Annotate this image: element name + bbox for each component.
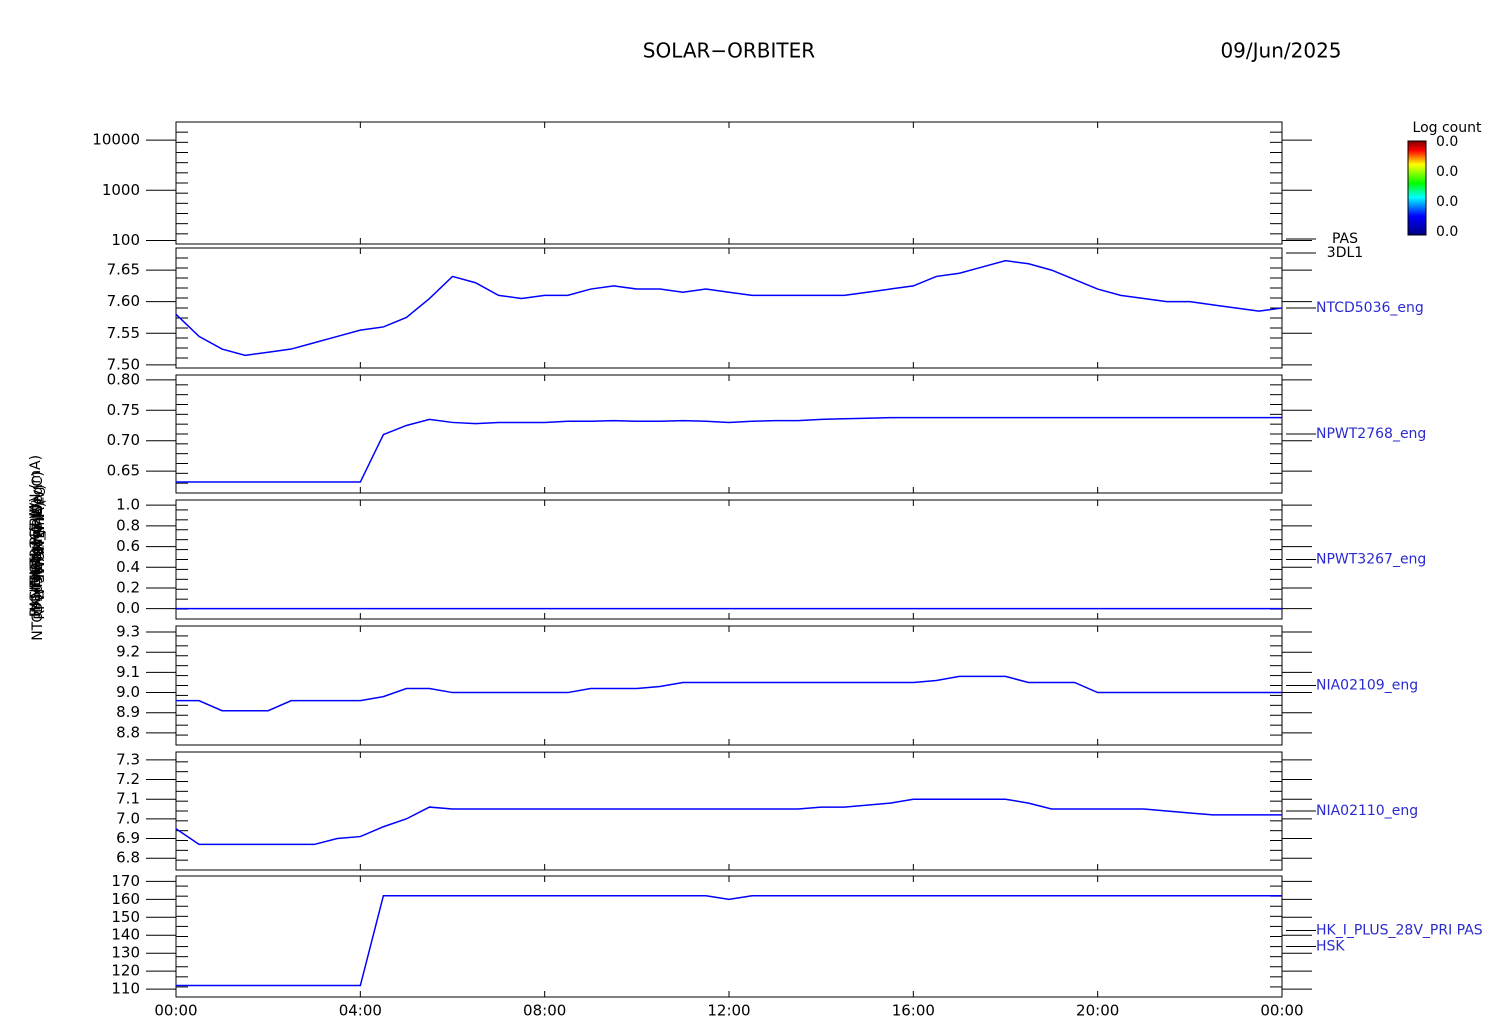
y-tick-label: 0.65	[107, 462, 140, 480]
y-tick-label: 0.80	[107, 370, 140, 388]
y-tick-label: 7.50	[107, 355, 140, 373]
panel-frame	[175, 625, 1283, 746]
y-tick-label: 150	[111, 908, 140, 926]
x-tick-label: 00:00	[1260, 1002, 1303, 1020]
chart-title: SOLAR−ORBITER	[643, 39, 815, 63]
panel-label: NPWT3267_eng	[1316, 552, 1426, 568]
y-tick-label: 9.3	[116, 623, 140, 641]
x-tick-label: 20:00	[1076, 1002, 1119, 1020]
y-axis-label: IMON (mA)	[32, 502, 48, 578]
y-tick-label: 0.4	[116, 558, 140, 576]
y-tick-label: 1.0	[116, 496, 140, 514]
series-line	[175, 798, 1282, 846]
panel-frame	[175, 875, 1283, 998]
y-tick-label: 0.8	[116, 516, 140, 534]
y-axis-label: NTCD5036 Temp (DegC)	[30, 471, 46, 641]
y-tick-label: 130	[111, 944, 140, 962]
y-axis-label: RPW SWA TEMP (V)	[32, 484, 48, 619]
panel-frame	[175, 121, 1283, 245]
panel-frame	[175, 499, 1283, 620]
y-tick-label: 0.0	[116, 599, 140, 617]
y-tick-label: 7.60	[107, 292, 140, 310]
y-tick-label: 0.6	[116, 537, 140, 555]
series-line	[176, 416, 1282, 483]
y-tick-label: 110	[111, 980, 140, 998]
y-tick-label: 7.3	[116, 750, 140, 768]
y-tick-label: 1000	[102, 181, 140, 199]
series-line	[176, 895, 1282, 987]
y-tick-label: 6.8	[116, 849, 140, 867]
y-tick-label: 170	[111, 872, 140, 890]
panel-label: NTCD5036_eng	[1316, 300, 1424, 316]
panel-frame	[175, 247, 1283, 369]
y-tick-label: 9.1	[116, 663, 140, 681]
y-tick-label: 160	[111, 890, 140, 908]
y-tick-label: 7.65	[107, 261, 140, 279]
panel-label: PAS	[1332, 231, 1358, 247]
y-tick-label: 100	[111, 231, 140, 249]
y-tick-label: 7.1	[116, 790, 140, 808]
y-tick-label: 8.8	[116, 723, 140, 741]
x-tick-label: 16:00	[892, 1002, 935, 1020]
series-line	[175, 259, 1283, 357]
y-tick-label: 0.75	[107, 401, 140, 419]
series-line	[176, 675, 1282, 712]
y-tick-label: 10000	[92, 131, 140, 149]
y-tick-label: 8.9	[116, 703, 140, 721]
panel-frame	[175, 751, 1283, 871]
x-tick-label: 12:00	[707, 1002, 750, 1020]
panel-label: HSK	[1316, 939, 1345, 955]
y-tick-label: 0.70	[107, 431, 140, 449]
y-tick-label: 7.55	[107, 324, 140, 342]
y-tick-label: 7.2	[116, 770, 140, 788]
panel-label: NIA02110_eng	[1316, 803, 1418, 819]
y-tick-label: 7.0	[116, 809, 140, 827]
y-tick-label: 9.2	[116, 643, 140, 661]
colorbar-tick-label: 0.0	[1436, 224, 1458, 240]
colorbar-label: Log count	[1413, 120, 1482, 136]
y-axis-label: HK_IMON_PDRM_I (mA)	[28, 455, 44, 617]
panel-label: 3DL1	[1327, 245, 1363, 261]
panel-label: NIA02109_eng	[1316, 678, 1418, 694]
colorbar	[1407, 140, 1427, 236]
y-tick-label: 0.2	[116, 578, 140, 596]
y-axis-label: NPWT3267 (V)	[28, 497, 44, 599]
y-axis-label: PAS Energy (eV)	[28, 503, 44, 616]
y-tick-label: 140	[111, 926, 140, 944]
panel-frame	[175, 374, 1283, 494]
y-tick-label: 6.9	[116, 829, 140, 847]
x-tick-label: 00:00	[154, 1002, 197, 1020]
x-tick-label: 08:00	[523, 1002, 566, 1020]
colorbar-tick-label: 0.0	[1436, 194, 1458, 210]
date: 09/Jun/2025	[1220, 39, 1341, 63]
x-tick-label: 04:00	[339, 1002, 382, 1020]
y-axis-label: THERM_C (V)	[30, 498, 46, 590]
colorbar-tick-label: 0.0	[1436, 164, 1458, 180]
panel-label: NPWT2768_eng	[1316, 426, 1426, 442]
panel-label: HK_I_PLUS_28V_PRI PAS	[1316, 923, 1483, 939]
colorbar-tick-label: 0.0	[1436, 134, 1458, 150]
y-tick-label: 120	[111, 962, 140, 980]
y-tick-label: 9.0	[116, 683, 140, 701]
